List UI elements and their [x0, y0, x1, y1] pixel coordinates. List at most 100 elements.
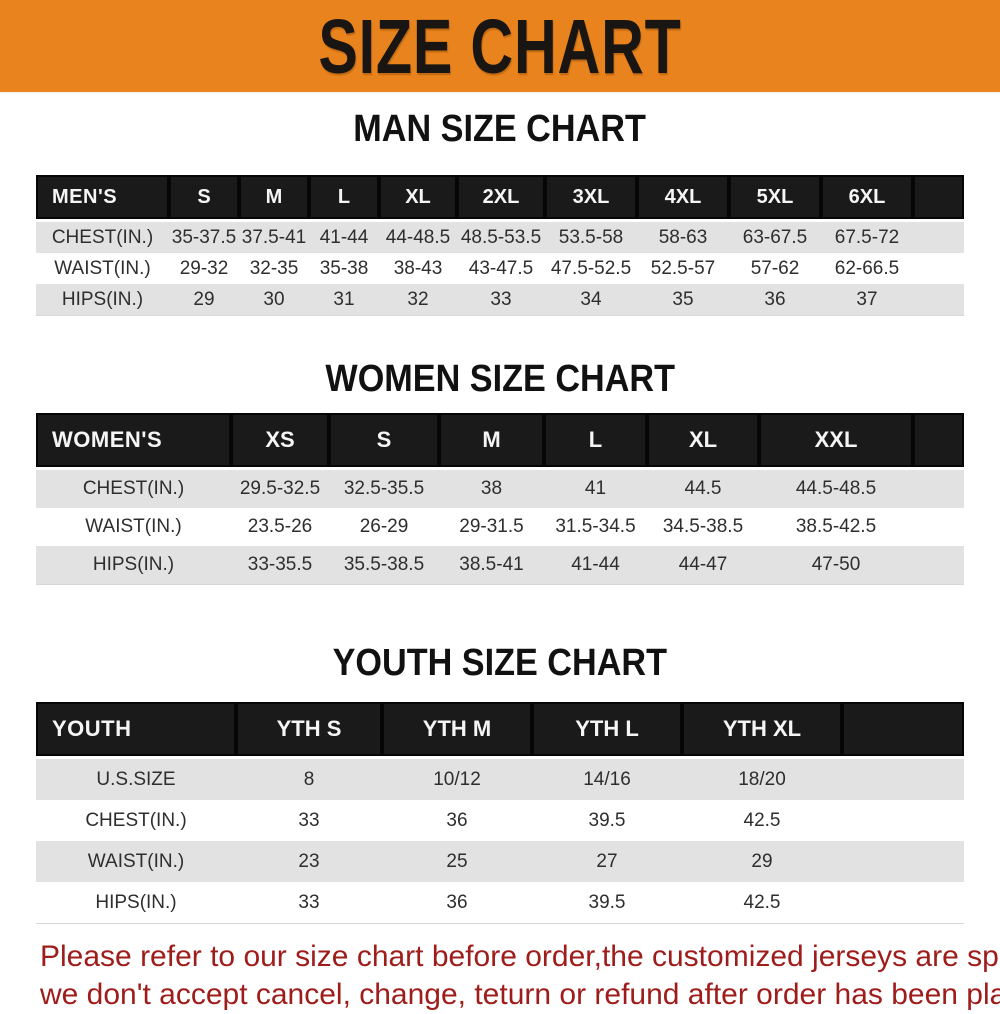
measurement-label: WAIST(IN.) — [36, 841, 236, 882]
measurement-value: 41 — [544, 470, 647, 508]
measurement-value: 36 — [382, 800, 532, 841]
measurement-label: CHEST(IN.) — [36, 800, 236, 841]
size-column-header: 3XL — [545, 175, 637, 222]
measurement-value: 26-29 — [329, 508, 439, 546]
measurement-value: 33 — [236, 882, 382, 924]
measurement-label: CHEST(IN.) — [36, 470, 231, 508]
women-size-table: WOMEN'S XS S M L XL XXL CHEST(IN.) 29.5-32.5 32.5… — [36, 413, 964, 585]
measurement-value: 35 — [637, 284, 729, 316]
measurement-label: CHEST(IN.) — [36, 222, 169, 253]
measurement-value: 39.5 — [532, 800, 682, 841]
table-category-header: MEN'S — [36, 175, 169, 222]
measurement-value: 47.5-52.5 — [545, 253, 637, 284]
measurement-value: 35.5-38.5 — [329, 546, 439, 585]
measurement-value: 32.5-35.5 — [329, 470, 439, 508]
measurement-value: 39.5 — [532, 882, 682, 924]
size-chart-banner: SIZE CHART — [0, 0, 1000, 94]
measurement-value: 44-47 — [647, 546, 759, 585]
measurement-value: 38.5-41 — [439, 546, 544, 585]
measurement-value — [842, 882, 964, 924]
measurement-value: 18/20 — [682, 759, 842, 800]
measurement-value: 42.5 — [682, 800, 842, 841]
measurement-value — [913, 284, 964, 316]
measurement-value — [842, 800, 964, 841]
measurement-value — [913, 546, 964, 585]
measurement-value: 44.5 — [647, 470, 759, 508]
measurement-value: 33 — [457, 284, 545, 316]
man-section-heading: MAN SIZE CHART — [0, 106, 1000, 152]
measurement-value: 34.5-38.5 — [647, 508, 759, 546]
measurement-value: 44.5-48.5 — [759, 470, 913, 508]
men-size-table: MEN'S S M L XL 2XL 3XL 4XL 5XL 6XL CHEST(IN.) 35-37… — [36, 175, 964, 316]
measurement-value: 32-35 — [239, 253, 309, 284]
measurement-value: 25 — [382, 841, 532, 882]
measurement-value: 52.5-57 — [637, 253, 729, 284]
measurement-value: 57-62 — [729, 253, 821, 284]
measurement-label: HIPS(IN.) — [36, 882, 236, 924]
measurement-label: WAIST(IN.) — [36, 508, 231, 546]
measurement-value: 33-35.5 — [231, 546, 329, 585]
size-column-header: L — [544, 413, 647, 470]
measurement-row: U.S.SIZE 8 10/12 14/16 18/20 — [36, 759, 964, 800]
measurement-label: HIPS(IN.) — [36, 546, 231, 585]
order-policy-line-1: Please refer to our size chart before or… — [40, 940, 1000, 973]
measurement-value: 53.5-58 — [545, 222, 637, 253]
measurement-label: U.S.SIZE — [36, 759, 236, 800]
size-column-header: M — [239, 175, 309, 222]
size-column-header: S — [169, 175, 239, 222]
measurement-value: 58-63 — [637, 222, 729, 253]
measurement-value: 48.5-53.5 — [457, 222, 545, 253]
table-category-header: YOUTH — [36, 702, 236, 759]
measurement-value: 63-67.5 — [729, 222, 821, 253]
measurement-row: WAIST(IN.) 23.5-26 26-29 29-31.5 31.5-34.5 34… — [36, 508, 964, 546]
banner-title: SIZE CHART — [318, 2, 682, 90]
size-column-header — [913, 175, 964, 222]
measurement-value: 29-32 — [169, 253, 239, 284]
measurement-value: 47-50 — [759, 546, 913, 585]
measurement-value: 37 — [821, 284, 913, 316]
measurement-value: 36 — [382, 882, 532, 924]
youth-size-table: YOUTH YTH S YTH M YTH L YTH XL U.S.SIZE 8 10/12… — [36, 702, 964, 924]
measurement-row: HIPS(IN.) 33-35.5 35.5-38.5 38.5-41 41-44 44-… — [36, 546, 964, 585]
measurement-value: 33 — [236, 800, 382, 841]
size-column-header: YTH S — [236, 702, 382, 759]
measurement-value: 37.5-41 — [239, 222, 309, 253]
measurement-value: 42.5 — [682, 882, 842, 924]
measurement-value: 36 — [729, 284, 821, 316]
measurement-value — [913, 508, 964, 546]
measurement-value: 41-44 — [544, 546, 647, 585]
measurement-row: CHEST(IN.) 29.5-32.5 32.5-35.5 38 41 44.5 44.5… — [36, 470, 964, 508]
measurement-value: 23.5-26 — [231, 508, 329, 546]
measurement-value: 67.5-72 — [821, 222, 913, 253]
measurement-row: WAIST(IN.) 29-32 32-35 35-38 38-43 43-47.5 47.… — [36, 253, 964, 284]
size-header-row: MEN'S S M L XL 2XL 3XL 4XL 5XL 6XL — [36, 175, 964, 222]
measurement-value: 14/16 — [532, 759, 682, 800]
measurement-value: 62-66.5 — [821, 253, 913, 284]
youth-section-heading-text: YOUTH SIZE CHART — [332, 642, 668, 684]
measurement-value: 34 — [545, 284, 637, 316]
measurement-value: 10/12 — [382, 759, 532, 800]
order-policy-line-2: we don't accept cancel, change, teturn o… — [40, 978, 1000, 1011]
measurement-value: 30 — [239, 284, 309, 316]
size-column-header: M — [439, 413, 544, 470]
size-column-header: XS — [231, 413, 329, 470]
size-column-header: 6XL — [821, 175, 913, 222]
size-column-header — [842, 702, 964, 759]
women-section-heading-text: WOMEN SIZE CHART — [325, 358, 675, 400]
measurement-value: 32 — [379, 284, 457, 316]
measurement-value: 35-38 — [309, 253, 379, 284]
measurement-value — [913, 222, 964, 253]
size-column-header: YTH L — [532, 702, 682, 759]
size-column-header: 4XL — [637, 175, 729, 222]
measurement-value: 38 — [439, 470, 544, 508]
measurement-row: HIPS(IN.) 33 36 39.5 42.5 — [36, 882, 964, 924]
measurement-value: 27 — [532, 841, 682, 882]
measurement-row: CHEST(IN.) 33 36 39.5 42.5 — [36, 800, 964, 841]
order-policy-note: Please refer to our size chart before or… — [0, 938, 1000, 1014]
size-header-row: YOUTH YTH S YTH M YTH L YTH XL — [36, 702, 964, 759]
size-column-header: XXL — [759, 413, 913, 470]
size-column-header: YTH M — [382, 702, 532, 759]
size-column-header: S — [329, 413, 439, 470]
youth-section-heading: YOUTH SIZE CHART — [0, 640, 1000, 686]
measurement-value: 29 — [682, 841, 842, 882]
